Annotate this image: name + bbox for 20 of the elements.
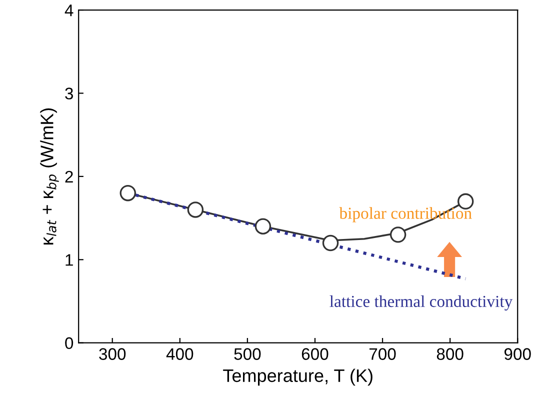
y-tick-label: 3 xyxy=(65,88,73,100)
y-tick-label: 4 xyxy=(64,4,74,16)
point xyxy=(322,234,339,252)
x-axis-title: Temperature, T (K) xyxy=(223,368,372,386)
y-tick-label: 0 xyxy=(65,337,74,350)
x-tick-label: 400 xyxy=(166,348,194,360)
y-tick-label: 2 xyxy=(65,170,73,182)
annotation: lattice thermal conductivity xyxy=(330,295,513,310)
x-tick-label: 600 xyxy=(302,348,328,360)
x-tick-label: 300 xyxy=(99,348,126,360)
x-tick-label: 900 xyxy=(504,348,531,360)
y-axis-title: κ$_{lat}$ + κ$_{bp}$ (W/mK) xyxy=(40,108,59,244)
x-tick-label: 800 xyxy=(436,348,464,360)
point xyxy=(120,184,136,202)
point xyxy=(390,226,406,243)
x-tick-label: 500 xyxy=(234,348,261,360)
y-tick-label: 1 xyxy=(66,254,73,266)
point xyxy=(254,218,272,234)
x-tick-label: 700 xyxy=(369,348,396,360)
point xyxy=(187,202,204,218)
